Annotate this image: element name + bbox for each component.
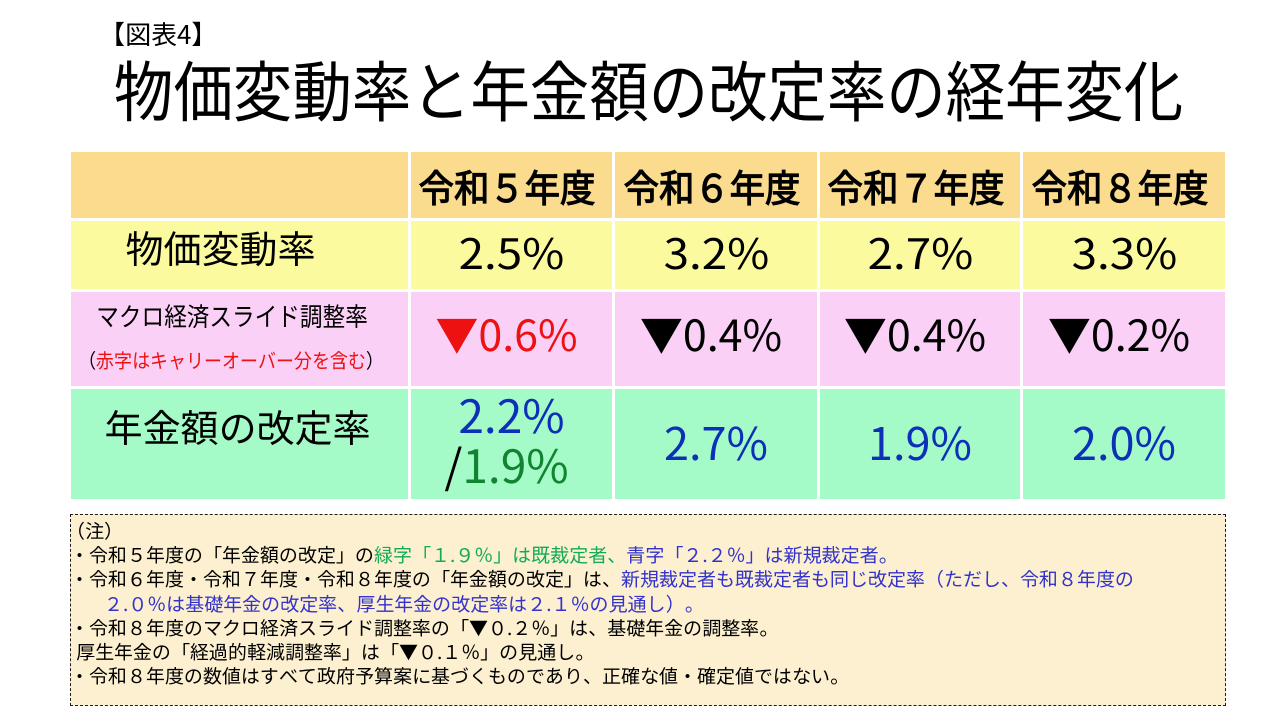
note-line: ・令和８年度の数値はすべて政府予算案に基づくものであり、正確な値・確定値ではない… xyxy=(70,664,1217,688)
note-segment: ・令和５年度の「年金額の改定」の xyxy=(70,541,375,569)
column-header-r6: 令和６年度 xyxy=(615,152,817,218)
note-segment: 青字「２.２％」は新規裁定者。 xyxy=(626,541,898,569)
macro-value-r8: ▼0.2% xyxy=(1023,292,1225,386)
note-line: ・令和８年度のマクロ経済スライド調整率の「▼０.２％」は、基礎年金の調整率。 xyxy=(70,613,1217,641)
rate-table: 令和５年度 令和６年度 令和７年度 令和８年度 物価変動率 2.5% 3.2% … xyxy=(71,152,1225,499)
cpi-value-r5: 2.5% xyxy=(411,221,612,289)
macro-value-r6-text: ▼0.4% xyxy=(639,302,783,364)
column-header-r8-label: 令和８年度 xyxy=(1031,157,1209,213)
row-label-macro-subtext: （赤字はキャリーオーバー分を含む） xyxy=(78,345,384,375)
macro-sub-paren-close: ） xyxy=(365,344,384,374)
macro-value-r5: ▼0.6% xyxy=(411,292,612,386)
macro-value-r5-text: ▼0.6% xyxy=(435,302,578,364)
macro-value-r6: ▼0.4% xyxy=(615,292,817,386)
revision-value-r6: 2.7% xyxy=(615,389,817,499)
cpi-value-r7: 2.7% xyxy=(820,221,1020,289)
note-segment: 新規裁定者も既裁定者も同じ改定率（ただし、令和８年度の xyxy=(621,565,1135,593)
note-segment: 緑字「１.９％」は既裁定者、 xyxy=(374,541,627,569)
note-segment: ・令和８年度のマクロ経済スライド調整率の「▼０.２％」は、基礎年金の調整率。 xyxy=(70,613,779,641)
note-line: （注） xyxy=(66,517,1217,544)
column-header-r5-label: 令和５年度 xyxy=(419,157,596,213)
macro-value-r8-text: ▼0.2% xyxy=(1047,302,1191,364)
cpi-value-r6: 3.2% xyxy=(615,221,817,289)
revision-value-r7: 1.9% xyxy=(820,389,1020,499)
revision-value-r5-split: 2.2% /1.9% xyxy=(444,381,573,489)
row-label-macro: マクロ経済スライド調整率 （赤字はキャリーオーバー分を含む） xyxy=(71,292,408,386)
macro-sub-red-text: 赤字はキャリーオーバー分を含む xyxy=(95,344,366,374)
row-label-revision-text: 年金額の改定率 xyxy=(104,397,371,453)
note-segment: ２.０％は基礎年金の改定率、厚生年金の改定率は２.１％の見通し）。 xyxy=(104,589,704,617)
column-header-r8: 令和８年度 xyxy=(1023,152,1225,218)
table-corner-cell xyxy=(71,152,408,218)
column-header-r6-label: 令和６年度 xyxy=(623,157,801,213)
revision-value-r5-existing-text: 1.9% xyxy=(462,431,569,497)
revision-value-r5-new: 2.2% xyxy=(458,381,565,447)
revision-value-r5: 2.2% /1.9% xyxy=(411,389,612,499)
row-label-cpi: 物価変動率 xyxy=(71,218,408,289)
note-line: ２.０％は基礎年金の改定率、厚生年金の改定率は２.１％の見通し）。 xyxy=(70,589,1217,617)
macro-value-r7: ▼0.4% xyxy=(820,292,1020,386)
cpi-value-r8: 3.3% xyxy=(1023,221,1225,289)
footnote-box: （注） ・令和５年度の「年金額の改定」の緑字「１.９％」は既裁定者、青字「２.２％… xyxy=(66,514,1226,706)
cpi-value-r8-text: 3.3% xyxy=(1071,220,1177,282)
macro-value-r7-text: ▼0.4% xyxy=(843,302,987,364)
figure-number-label: 【図表4】 xyxy=(99,15,218,52)
column-header-r5: 令和５年度 xyxy=(411,152,612,218)
cpi-value-r7-text: 2.7% xyxy=(867,220,973,282)
row-label-macro-text: マクロ経済スライド調整率 xyxy=(96,296,369,334)
row-label-cpi-text: 物価変動率 xyxy=(125,218,316,274)
note-segment: ・令和６年度・令和７年度・令和８年度の「年金額の改定」は、 xyxy=(70,565,622,593)
note-segment: ・令和８年度の数値はすべて政府予算案に基づくものであり、正確な値・確定値ではない… xyxy=(70,662,850,690)
revision-value-r8: 2.0% xyxy=(1023,389,1225,499)
note-line: ・令和６年度・令和７年度・令和８年度の「年金額の改定」は、新規裁定者も既裁定者も… xyxy=(70,567,1217,591)
revision-value-r5-existing: /1.9% xyxy=(444,439,568,489)
cpi-value-r5-text: 2.5% xyxy=(458,220,565,282)
revision-value-r6-text: 2.7% xyxy=(664,407,768,473)
revision-value-r8-text: 2.0% xyxy=(1072,407,1176,473)
column-header-r7: 令和７年度 xyxy=(820,152,1020,218)
slide-title: 物価変動率と年金額の改定率の経年変化 xyxy=(114,40,1184,136)
macro-sub-paren-open: （ xyxy=(77,344,96,374)
cpi-value-r6-text: 3.2% xyxy=(663,220,769,282)
revision-value-r5-slash: / xyxy=(444,431,463,497)
column-header-r7-label: 令和７年度 xyxy=(827,157,1005,213)
row-label-revision: 年金額の改定率 xyxy=(71,389,408,499)
revision-value-r7-text: 1.9% xyxy=(868,407,972,473)
note-segment: 厚生年金の「経過的軽減調整率」は「▼０.１％」の見通し。 xyxy=(76,638,595,666)
note-line: ・令和５年度の「年金額の改定」の緑字「１.９％」は既裁定者、青字「２.２％」は新… xyxy=(70,543,1217,567)
note-line: 厚生年金の「経過的軽減調整率」は「▼０.１％」の見通し。 xyxy=(70,638,1217,666)
note-segment: （注） xyxy=(66,517,124,544)
